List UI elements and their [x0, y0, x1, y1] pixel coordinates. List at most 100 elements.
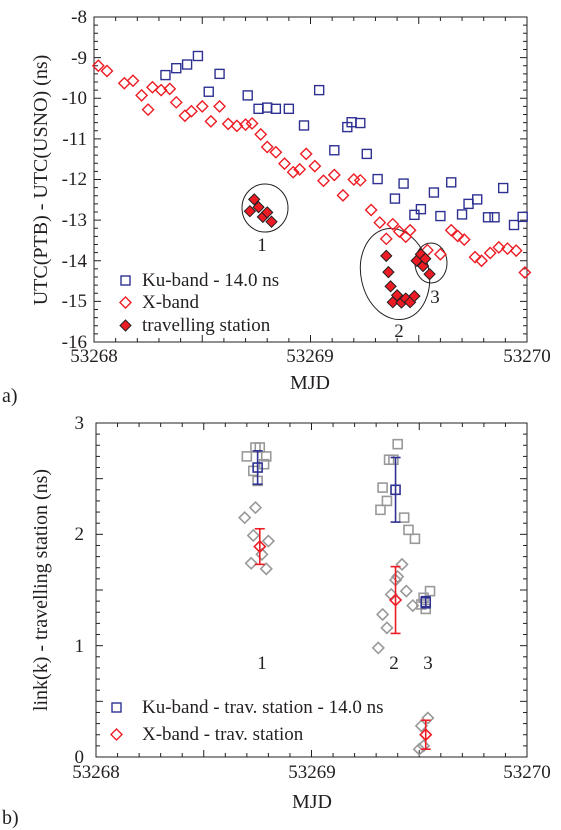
legend-square-marker: [120, 275, 131, 286]
x-band-point: [509, 244, 523, 258]
x-band-point: [403, 223, 417, 237]
x-band-point: [269, 145, 283, 159]
ku-band-individual-point: [241, 451, 253, 462]
ku-band-point: [428, 187, 440, 198]
x-band-individual-point: [412, 742, 426, 756]
travelling-station-point: [419, 252, 432, 265]
ku-band-point: [409, 209, 420, 221]
x-band-individual-point: [371, 641, 385, 655]
x-band-point: [444, 223, 458, 237]
ku-band-point: [517, 211, 528, 223]
y-tick-label: 0: [75, 747, 85, 768]
x-band-point: [260, 140, 274, 154]
x-band-point: [141, 103, 155, 117]
x-band-point: [468, 250, 482, 264]
ku-band-point: [298, 120, 310, 131]
travelling-station-point: [248, 193, 261, 206]
x-band-point: [457, 233, 471, 247]
x-band-individual-point: [244, 556, 258, 570]
x-band-point: [475, 254, 489, 268]
y-tick-label: -12: [62, 169, 87, 190]
ku-band-individual-point: [377, 482, 388, 493]
cluster-1-ellipse: [241, 183, 289, 233]
x-band-point: [483, 246, 497, 260]
x-band-point: [492, 240, 506, 254]
marks-b: [238, 438, 436, 756]
legend-label: X-band: [142, 292, 199, 313]
travelling-station-point: [423, 267, 436, 281]
y-tick-label: 3: [75, 413, 85, 434]
legend-b: Ku-band - trav. station - 14.0 ns X-band…: [110, 697, 384, 745]
x-ticks-a: [93, 17, 528, 342]
panel-label-a: a): [2, 385, 18, 407]
panel-a: 53268 53269 53270 -8 -9 -10 -11 -12 -13 …: [2, 7, 551, 407]
ku-band-point: [415, 203, 427, 215]
ku-band-point: [482, 212, 494, 223]
x-band-point: [327, 168, 341, 182]
x-band-point: [308, 159, 322, 173]
x-band-point: [126, 74, 140, 88]
legend-a: Ku-band - 14.0 ns X-band travelling stat…: [119, 270, 279, 336]
ku-band-individual-point: [258, 458, 270, 470]
travelling-station-point: [243, 204, 257, 218]
x-band-individual-point: [421, 711, 435, 725]
x-tick-label: 53268: [70, 346, 118, 367]
y-tick-label: -14: [62, 251, 88, 272]
x-band-point: [386, 217, 400, 231]
ku-band-point: [283, 103, 295, 115]
x-band-point: [145, 80, 159, 94]
x-band-point: [221, 117, 235, 131]
x-band-point: [518, 266, 532, 280]
x-band-individual-point: [238, 511, 252, 525]
y-tick-label: 1: [75, 636, 85, 657]
cluster-label: 1: [257, 235, 267, 256]
x-tick-label: 53270: [503, 346, 551, 367]
x-band-individual-point: [255, 547, 269, 562]
y-ticks-a: [94, 16, 527, 343]
ku-band-point: [181, 59, 193, 70]
cluster-label: 3: [423, 653, 433, 674]
ku-band-point: [508, 219, 520, 231]
x-band-point: [91, 59, 105, 73]
ku-band-point: [171, 62, 182, 74]
ku-band-point: [497, 182, 509, 194]
ku-band-point: [214, 68, 225, 80]
y-axis-label: link(k) - travelling station (ns): [30, 469, 52, 711]
x-axis-label: MJD: [292, 791, 332, 813]
x-band-point: [245, 116, 259, 130]
x-band-point: [278, 157, 292, 171]
ku-band-point: [472, 194, 483, 205]
legend-label: Ku-band - 14.0 ns: [142, 270, 279, 291]
y-tick-label: -16: [62, 332, 87, 353]
x-band-point: [433, 247, 447, 261]
x-band-individual-point: [395, 557, 409, 572]
y-axis-label: UTC(PTB) - UTC(USNO) (ns): [30, 55, 52, 306]
x-axis-label: MJD: [290, 372, 330, 394]
cluster-label: 2: [394, 321, 404, 342]
x-tick-label: 53269: [286, 346, 334, 367]
y-tick-label: -9: [71, 48, 87, 69]
y-tick-label: -8: [71, 7, 87, 28]
x-band-point: [392, 225, 406, 238]
ku-band-point: [361, 148, 372, 160]
travelling-station-point: [382, 265, 395, 279]
x-band-individual-point: [416, 739, 431, 753]
ku-band-individual-point: [424, 585, 436, 597]
x-band-point: [501, 242, 515, 256]
x-band-individual-point: [259, 562, 273, 576]
x-band-point: [135, 88, 149, 102]
legend-square-marker: [111, 702, 122, 713]
x-tick-label: 53268: [72, 762, 120, 783]
x-band-point: [100, 64, 114, 78]
legend-diamond-marker: [110, 728, 123, 741]
ku-band-individual-point: [381, 495, 393, 507]
travelling-station-point: [265, 215, 278, 228]
ku-band-point: [389, 193, 401, 204]
x-band-individual-point: [380, 621, 394, 635]
x-band-point: [336, 188, 350, 202]
ku-band-point: [262, 102, 273, 113]
travelling-station-point: [252, 200, 265, 214]
y-ticks-b: [96, 422, 527, 758]
ku-band-point: [203, 86, 214, 97]
